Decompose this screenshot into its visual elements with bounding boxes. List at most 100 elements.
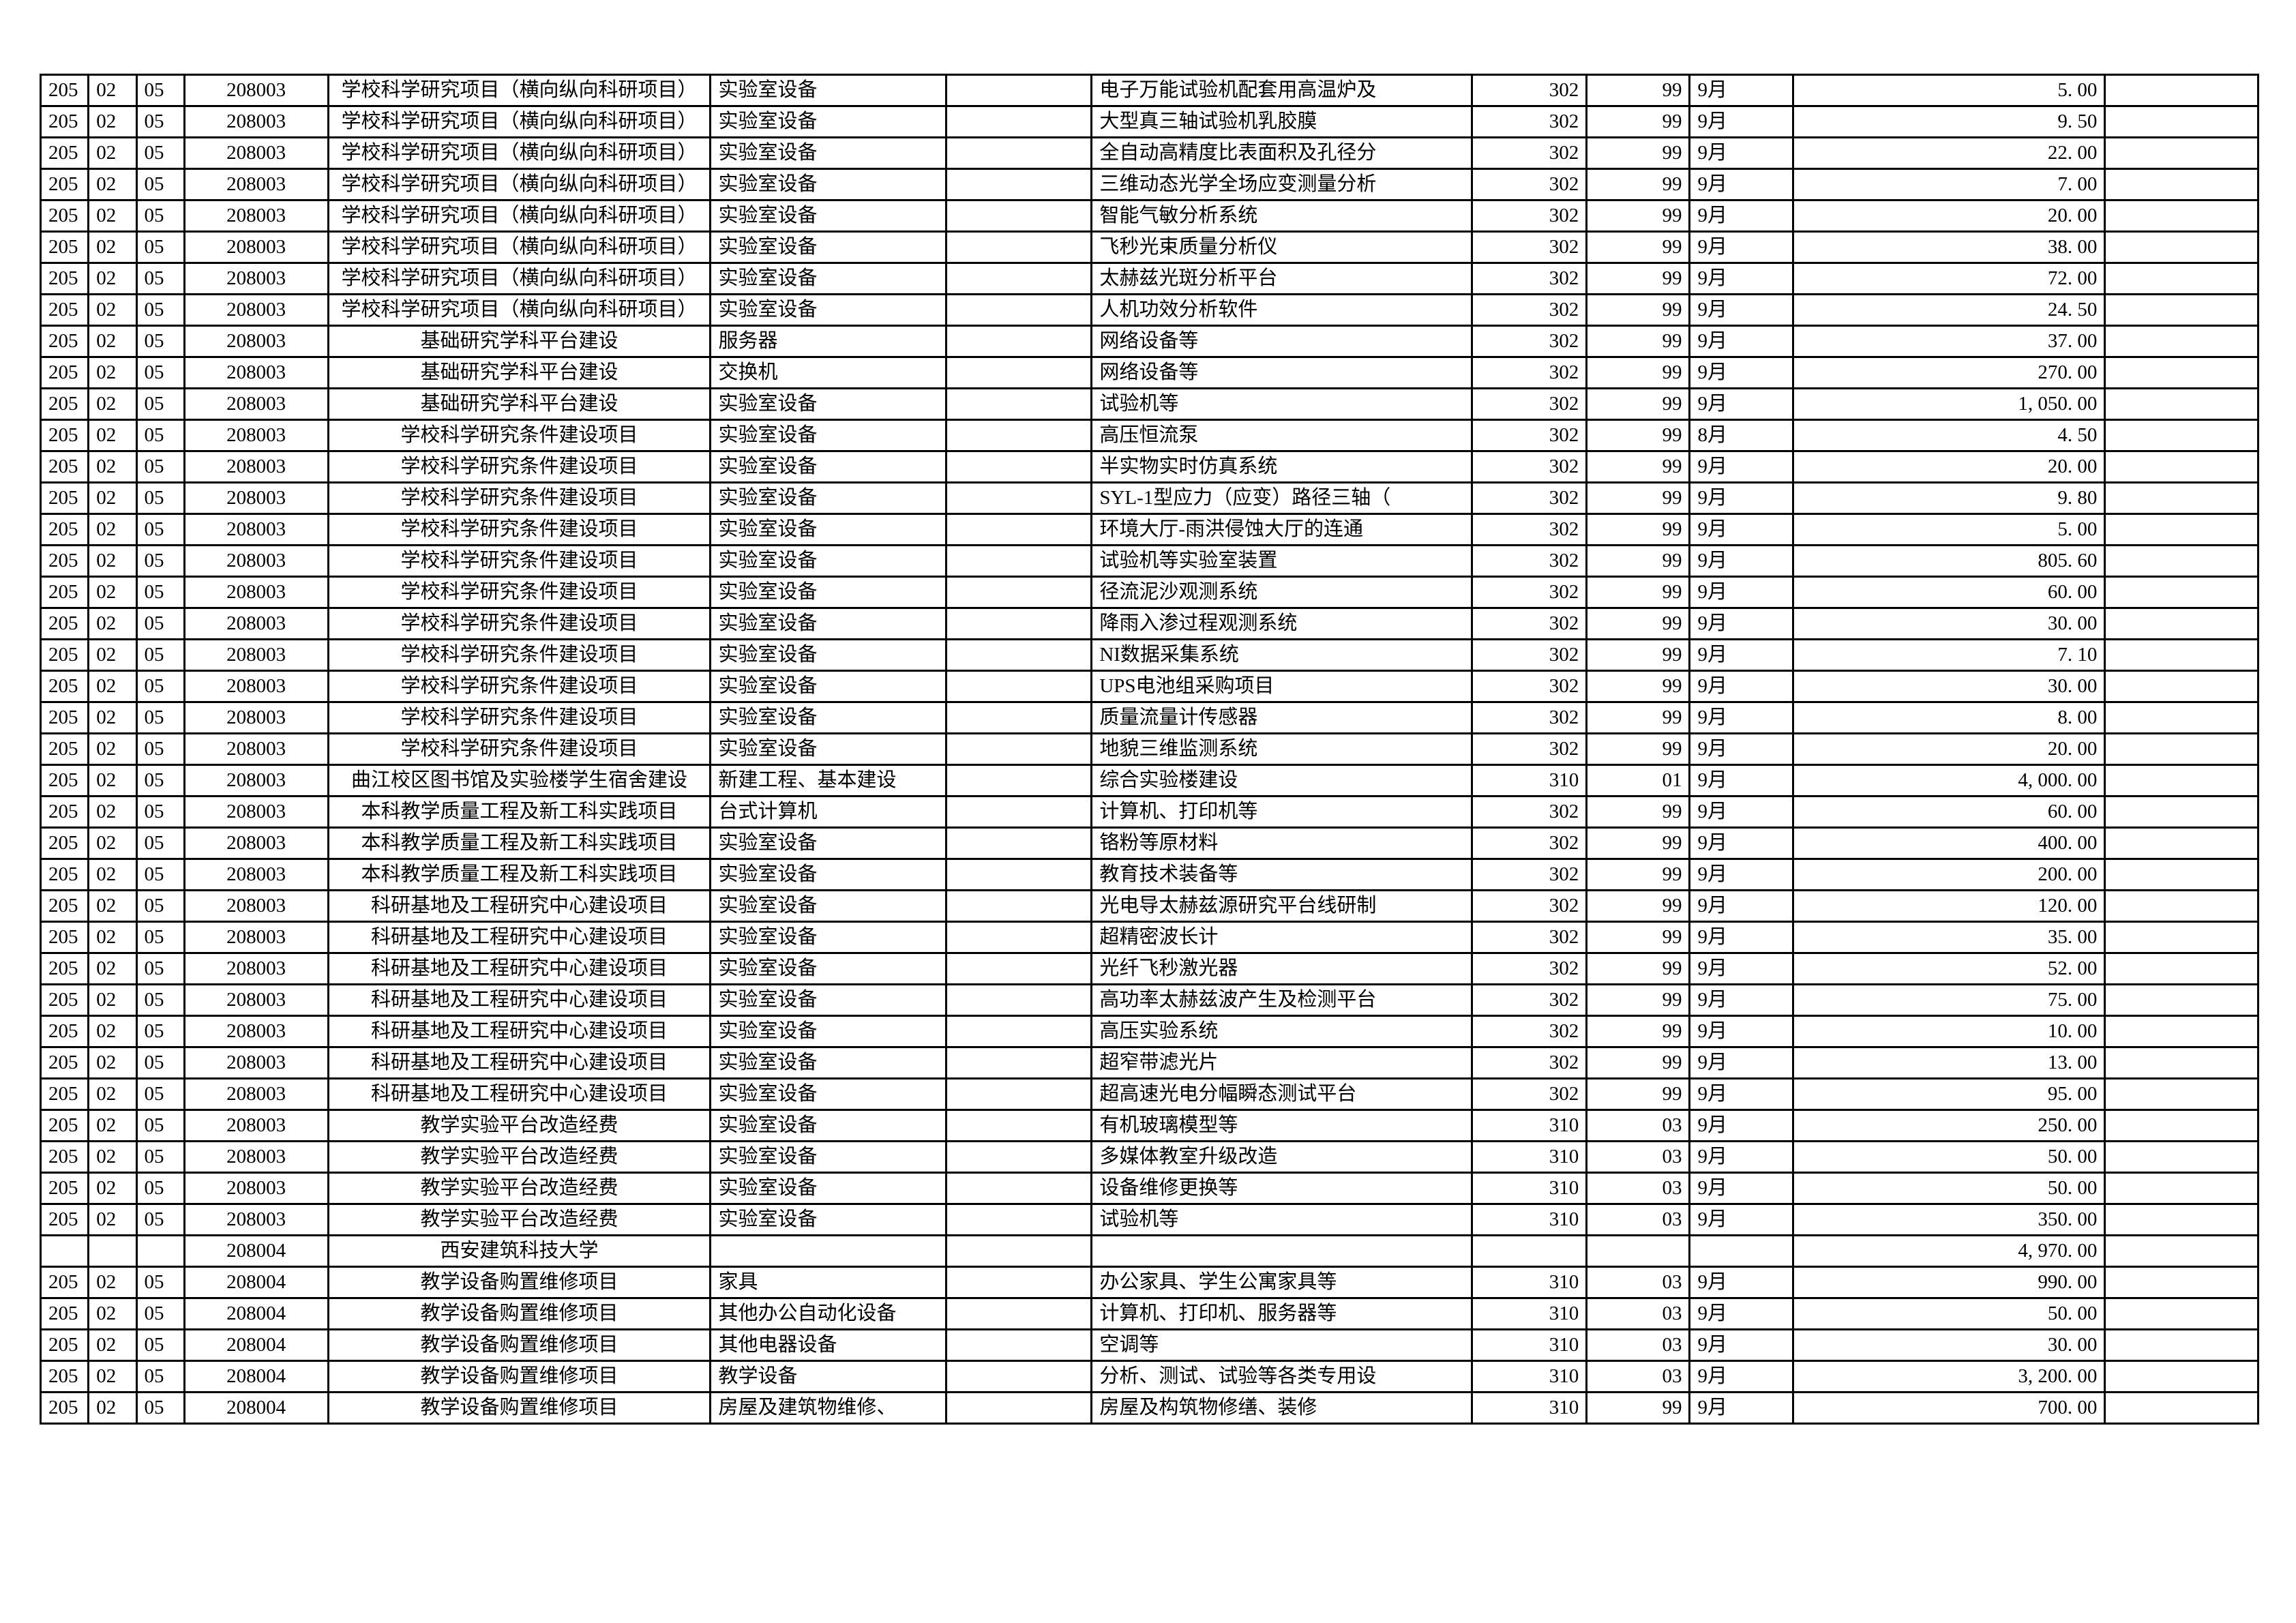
cell-project-name: 本科教学质量工程及新工科实践项目 [327,858,712,891]
cell-remark [2104,1203,2259,1236]
cell-content-description: 网络设备等 [1090,356,1474,389]
cell-function-class-section: 205 [39,607,90,640]
cell-function-class-section: 205 [39,1297,90,1330]
cell-function-class-section: 205 [39,387,90,421]
cell-spacer [945,827,1093,860]
cell-economic-class-detail: 99 [1585,1077,1691,1111]
cell-content-description: 电子万能试验机配套用高温炉及 [1090,74,1474,107]
cell-function-class-sub: 05 [135,952,185,985]
cell-expenditure-category: 实验室设备 [709,293,948,327]
table-row: 205 02 05 208003 本科教学质量工程及新工科实践项目 实验室设备 教育技术装备… [39,858,2259,891]
cell-function-class-item: 02 [87,1046,138,1079]
cell-function-class-section: 205 [39,732,90,766]
cell-economic-class-detail: 99 [1585,732,1691,766]
cell-content-description: 质量流量计传感器 [1090,701,1474,734]
cell-function-class-item: 02 [87,230,138,264]
cell-expenditure-category: 实验室设备 [709,1077,948,1111]
cell-remark [2104,795,2259,829]
cell-remark [2104,74,2259,107]
cell-function-class-sub: 05 [135,607,185,640]
table-row: 205 02 05 208004 教学设备购置维修项目 其他电器设备 空调等 310 03 9月 3… [39,1328,2259,1362]
cell-project-code: 208004 [183,1266,329,1299]
cell-amount: 37. 00 [1791,325,2106,358]
cell-execution-month: 9月 [1688,952,1794,985]
cell-remark [2104,1266,2259,1299]
cell-function-class-section: 205 [39,889,90,923]
cell-content-description: 太赫兹光斑分析平台 [1090,262,1474,295]
cell-economic-class: 310 [1471,1328,1588,1362]
cell-function-class-section: 205 [39,105,90,138]
cell-function-class-sub: 05 [135,827,185,860]
cell-amount: 1, 050. 00 [1791,387,2106,421]
cell-amount: 50. 00 [1791,1140,2106,1174]
cell-project-code: 208003 [183,481,329,515]
cell-function-class-sub: 05 [135,544,185,578]
cell-spacer [945,1203,1093,1236]
cell-content-description: 全自动高精度比表面积及孔径分 [1090,136,1474,170]
cell-function-class-section: 205 [39,1266,90,1299]
cell-function-class-item: 02 [87,1172,138,1205]
cell-execution-month: 9月 [1688,293,1794,327]
cell-amount: 250. 00 [1791,1109,2106,1142]
cell-function-class-sub: 05 [135,450,185,483]
cell-amount: 60. 00 [1791,795,2106,829]
cell-execution-month: 9月 [1688,764,1794,797]
cell-spacer [945,1015,1093,1048]
cell-execution-month: 9月 [1688,544,1794,578]
cell-amount: 72. 00 [1791,262,2106,295]
table-row: 205 02 05 208004 教学设备购置维修项目 房屋及建筑物维修、 房屋及构筑物修缮… [39,1391,2259,1425]
cell-function-class-section: 205 [39,952,90,985]
cell-amount: 5. 00 [1791,74,2106,107]
table-row: 205 02 05 208003 学校科学研究项目（横向纵向科研项目） 实验室设备 飞秒光束… [39,230,2259,264]
cell-economic-class: 310 [1471,1172,1588,1205]
cell-function-class-sub: 05 [135,921,185,954]
cell-amount: 4. 50 [1791,419,2106,452]
cell-spacer [945,701,1093,734]
table-row: 205 02 05 208003 学校科学研究条件建设项目 实验室设备 降雨入渗过程观测系统… [39,607,2259,640]
cell-execution-month: 9月 [1688,1297,1794,1330]
cell-function-class-section: 205 [39,921,90,954]
table-row: 205 02 05 208003 学校科学研究条件建设项目 实验室设备 径流泥沙观测系统 30… [39,576,2259,609]
cell-spacer [945,921,1093,954]
table-row: 205 02 05 208004 教学设备购置维修项目 家具 办公家具、学生公寓家具等 310… [39,1266,2259,1299]
cell-expenditure-category: 实验室设备 [709,387,948,421]
cell-project-name: 学校科学研究项目（横向纵向科研项目） [327,199,712,233]
cell-project-name: 本科教学质量工程及新工科实践项目 [327,827,712,860]
cell-function-class-sub [135,1234,185,1268]
cell-function-class-sub: 05 [135,513,185,546]
cell-remark [2104,168,2259,201]
cell-remark [2104,701,2259,734]
cell-project-name: 学校科学研究条件建设项目 [327,450,712,483]
cell-expenditure-category: 实验室设备 [709,607,948,640]
cell-function-class-item: 02 [87,356,138,389]
cell-content-description: 光电导太赫兹源研究平台线研制 [1090,889,1474,923]
cell-function-class-item: 02 [87,1109,138,1142]
cell-expenditure-category: 实验室设备 [709,701,948,734]
cell-project-name: 西安建筑科技大学 [327,1234,712,1268]
cell-economic-class: 302 [1471,419,1588,452]
cell-economic-class-detail: 03 [1585,1203,1691,1236]
cell-content-description: 计算机、打印机、服务器等 [1090,1297,1474,1330]
cell-content-description: SYL-1型应力（应变）路径三轴（ [1090,481,1474,515]
cell-execution-month: 9月 [1688,262,1794,295]
table-row: 205 02 05 208003 学校科学研究条件建设项目 实验室设备 环境大厅-雨洪侵蚀大… [39,513,2259,546]
cell-function-class-item: 02 [87,732,138,766]
cell-spacer [945,199,1093,233]
cell-expenditure-category: 服务器 [709,325,948,358]
cell-function-class-item: 02 [87,262,138,295]
table-row: 205 02 05 208003 学校科学研究项目（横向纵向科研项目） 实验室设备 三维动态… [39,168,2259,201]
cell-project-name: 学校科学研究项目（横向纵向科研项目） [327,136,712,170]
table-row: 205 02 05 208003 学校科学研究条件建设项目 实验室设备 SYL-1型应力（应… [39,481,2259,515]
cell-expenditure-category: 实验室设备 [709,105,948,138]
table-row: 205 02 05 208003 科研基地及工程研究中心建设项目 实验室设备 光纤飞秒激光器… [39,952,2259,985]
cell-remark [2104,576,2259,609]
cell-function-class-section: 205 [39,701,90,734]
cell-function-class-sub: 05 [135,199,185,233]
cell-spacer [945,419,1093,452]
cell-expenditure-category: 新建工程、基本建设 [709,764,948,797]
cell-spacer [945,262,1093,295]
table-row: 205 02 05 208003 科研基地及工程研究中心建设项目 实验室设备 超高速光电分幅… [39,1077,2259,1111]
cell-function-class-sub: 05 [135,325,185,358]
cell-project-name: 学校科学研究项目（横向纵向科研项目） [327,230,712,264]
cell-expenditure-category: 实验室设备 [709,1172,948,1205]
